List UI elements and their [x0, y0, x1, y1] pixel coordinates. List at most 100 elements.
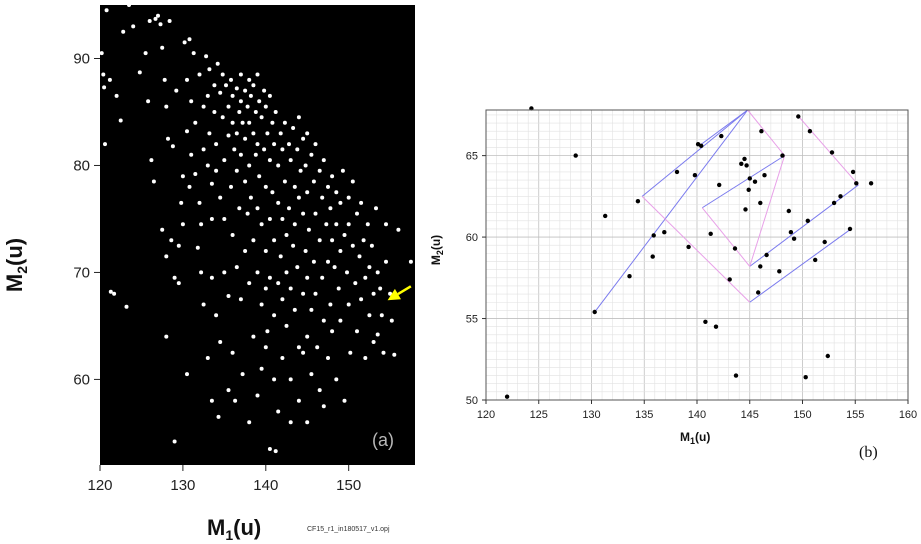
panel-a-point [303, 249, 308, 253]
panel-a-point [363, 356, 368, 360]
panel-a-point [265, 131, 270, 136]
panel-a-point [201, 104, 206, 109]
panel-a-point [278, 131, 283, 136]
panel-a-point [199, 270, 204, 275]
panel-b-x-tick-label: 130 [582, 409, 600, 421]
panel-a-point [247, 281, 252, 286]
panel-a-point [408, 259, 413, 264]
panel-a-point [315, 345, 320, 350]
panel-a-point [273, 110, 278, 114]
panel-a-point [287, 206, 291, 211]
panel-a-point [272, 377, 277, 382]
panel-a-x-tick-label: 130 [170, 477, 195, 494]
panel-a-point [102, 85, 107, 90]
panel-a-point [263, 286, 268, 291]
panel-b-point [635, 199, 641, 204]
panel-b-point [713, 324, 719, 329]
panel-a-y-tick-label: 80 [73, 157, 90, 174]
panel-a-point [381, 350, 386, 355]
panel-a-point [209, 275, 214, 280]
panel-a-point [191, 51, 196, 56]
panel-b-x-tick-label: 145 [741, 409, 759, 421]
source-file-label: CF15_r1_in180517_v1.opj [307, 526, 390, 533]
panel-b-x-tick-label: 135 [635, 409, 653, 421]
panel-a-point [270, 120, 275, 125]
panel-b-x-tick-label: 140 [688, 409, 706, 421]
panel-a-point [276, 200, 281, 205]
panel-a-point [311, 259, 316, 264]
panel-a-point [215, 61, 220, 66]
panel-a-point [218, 90, 223, 95]
panel-a-point [209, 398, 214, 403]
panel-a-point [229, 77, 233, 82]
panel-a-point [167, 19, 172, 23]
panel-a-point [263, 184, 268, 189]
panel-a-point [238, 99, 243, 104]
panel-a-point [326, 184, 330, 189]
panel-a-point [346, 222, 351, 227]
panel-a-point [172, 439, 177, 444]
panel-a-point [305, 131, 310, 136]
panel-a-point [301, 211, 306, 216]
panel-a-point [309, 307, 314, 312]
panel-a-point [303, 163, 308, 168]
panel-a-point [237, 110, 242, 114]
panel-a-point [234, 265, 239, 270]
panel-a-point [367, 313, 372, 318]
panel-a-point [371, 291, 376, 296]
panel-a-plot-area [100, 5, 415, 465]
panel-a-point [193, 172, 198, 176]
panel-a-point [259, 302, 264, 307]
panel-a-point [104, 8, 109, 13]
panel-a-point [255, 142, 260, 147]
panel-b-point [708, 231, 713, 236]
panel-b-point [796, 114, 801, 119]
panel-a-point [158, 22, 163, 27]
panel-a-point [257, 99, 262, 104]
panel-a-point [131, 24, 136, 29]
panel-a-point [174, 88, 179, 93]
panel-b-point [747, 176, 752, 181]
panel-b-point [732, 246, 738, 251]
panel-a-point [121, 29, 126, 34]
panel-a-ticks: 120 130 140 150 60 70 80 90 [73, 50, 361, 494]
panel-a-point [245, 104, 250, 109]
panel-a-point [305, 420, 310, 425]
panel-a-point [180, 222, 185, 227]
panel-a-point [338, 249, 343, 253]
panel-a-point [326, 356, 330, 360]
panel-a-point [280, 217, 285, 221]
panel-a-point [108, 289, 113, 294]
panel-b-scatter-chart: 120 125 130 135 140 145 150 155 160 50 55 60 65 M1(u… [429, 106, 917, 461]
panel-a-point [280, 147, 285, 152]
panel-b-point [825, 353, 830, 359]
panel-b-point [850, 169, 856, 175]
panel-a-point [185, 77, 189, 82]
panel-a-point [205, 356, 210, 360]
panel-b-point [733, 373, 739, 378]
panel-a-point [255, 72, 260, 77]
panel-a-point [238, 72, 243, 77]
panel-a-point [276, 281, 281, 286]
panel-a-point [259, 222, 264, 227]
panel-b-guide-lines [594, 109, 859, 313]
panel-a-point [255, 393, 260, 398]
panel-a-point [230, 120, 235, 125]
panel-a-point [328, 302, 333, 307]
panel-b-point [868, 181, 874, 186]
panel-a-point [280, 297, 285, 302]
panel-a-point [355, 329, 359, 334]
panel-a-point [214, 168, 219, 173]
panel-a-point [334, 190, 339, 195]
panel-a-point [204, 54, 209, 59]
panel-a-point [272, 142, 277, 147]
panel-a-point [263, 345, 268, 350]
panel-b-guide-line [749, 184, 859, 267]
panel-b-guide-line [749, 228, 852, 303]
panel-a-point [247, 420, 252, 425]
panel-b-guide-line [747, 109, 785, 156]
panel-b-point [759, 129, 764, 134]
panel-a-point [226, 104, 231, 109]
panel-a-point [153, 16, 158, 21]
